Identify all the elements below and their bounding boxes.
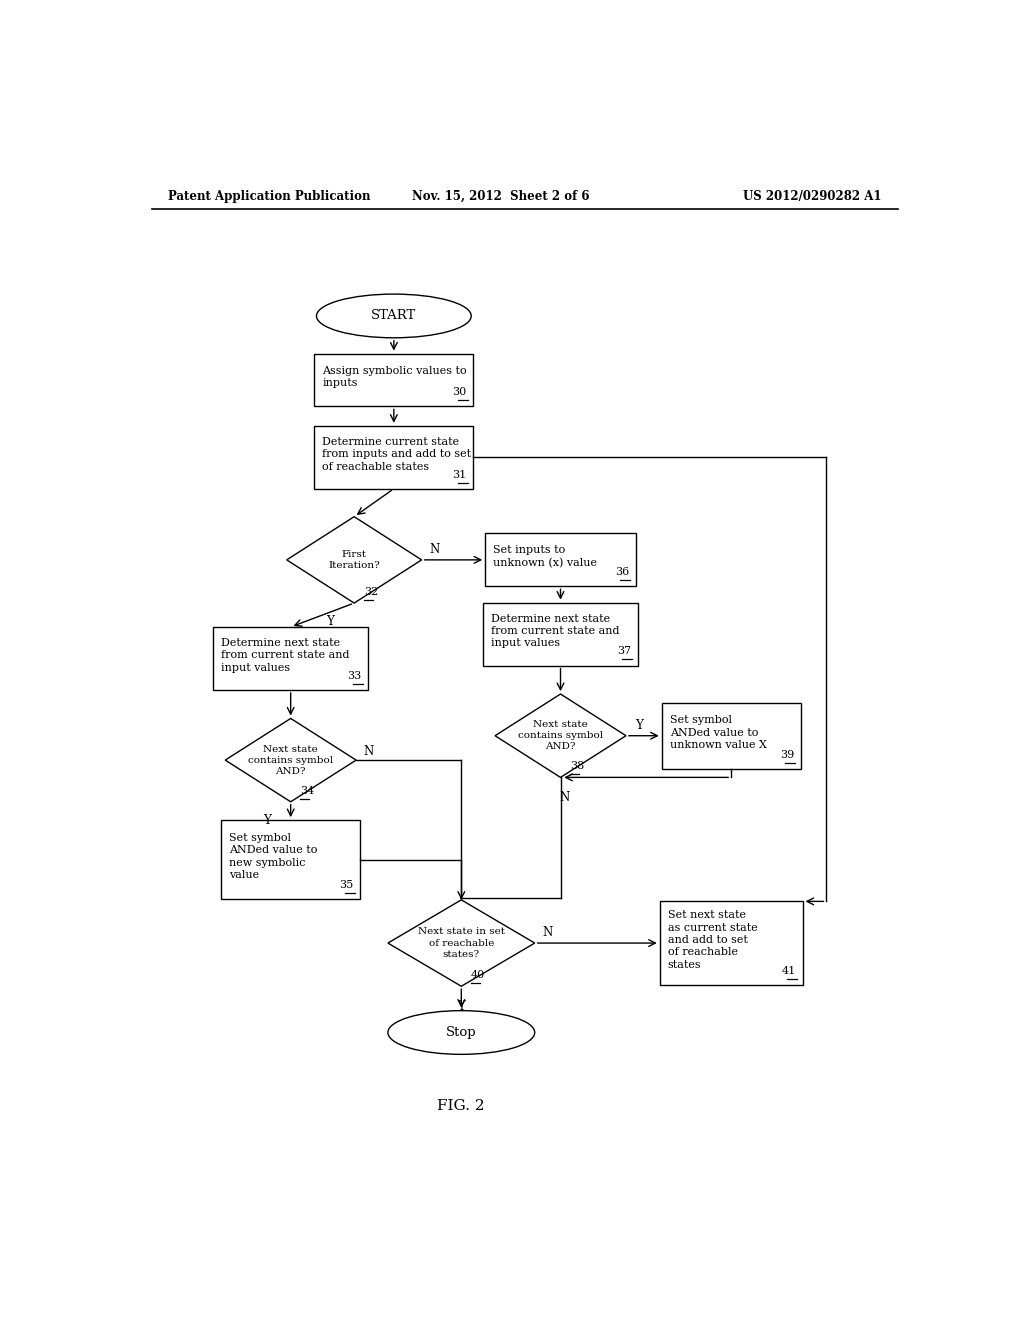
Text: 36: 36 — [615, 568, 630, 577]
FancyBboxPatch shape — [485, 533, 636, 586]
Text: 40: 40 — [471, 970, 485, 981]
Text: 30: 30 — [453, 387, 467, 397]
Text: Y: Y — [327, 615, 334, 628]
Text: 37: 37 — [617, 647, 632, 656]
FancyBboxPatch shape — [314, 354, 473, 407]
Text: Next state
contains symbol
AND?: Next state contains symbol AND? — [248, 744, 333, 776]
Text: Set next state
as current state
and add to set
of reachable
states: Set next state as current state and add … — [668, 911, 758, 970]
FancyBboxPatch shape — [483, 602, 638, 665]
Text: START: START — [372, 309, 417, 322]
Text: 39: 39 — [780, 750, 795, 759]
Polygon shape — [287, 516, 422, 603]
Text: US 2012/0290282 A1: US 2012/0290282 A1 — [743, 190, 882, 202]
Text: Assign symbolic values to
inputs: Assign symbolic values to inputs — [323, 366, 467, 388]
FancyBboxPatch shape — [659, 902, 803, 985]
FancyBboxPatch shape — [662, 702, 801, 768]
Polygon shape — [495, 694, 626, 777]
Text: Determine next state
from current state and
input values: Determine next state from current state … — [492, 614, 620, 648]
Text: Y: Y — [635, 719, 643, 733]
Text: Nov. 15, 2012  Sheet 2 of 6: Nov. 15, 2012 Sheet 2 of 6 — [413, 190, 590, 202]
FancyBboxPatch shape — [213, 627, 368, 690]
Text: 31: 31 — [453, 470, 467, 479]
Text: N: N — [364, 746, 374, 759]
Text: 34: 34 — [300, 785, 314, 796]
FancyBboxPatch shape — [221, 820, 360, 899]
Text: 38: 38 — [570, 762, 585, 771]
Text: N: N — [429, 544, 439, 556]
Text: N: N — [559, 791, 569, 804]
Text: 35: 35 — [340, 880, 353, 890]
Text: Set inputs to
unknown (x) value: Set inputs to unknown (x) value — [494, 545, 597, 568]
Text: Next state in set
of reachable
states?: Next state in set of reachable states? — [418, 928, 505, 958]
Text: Y: Y — [458, 1001, 465, 1012]
Text: First
Iteration?: First Iteration? — [329, 550, 380, 570]
Text: N: N — [543, 927, 553, 940]
Text: FIG. 2: FIG. 2 — [437, 1098, 485, 1113]
Text: Next state
contains symbol
AND?: Next state contains symbol AND? — [518, 721, 603, 751]
Polygon shape — [388, 900, 535, 986]
Text: Y: Y — [263, 813, 270, 826]
Text: Set symbol
ANDed value to
new symbolic
value: Set symbol ANDed value to new symbolic v… — [229, 833, 317, 880]
Text: Stop: Stop — [446, 1026, 476, 1039]
Text: Set symbol
ANDed value to
unknown value X: Set symbol ANDed value to unknown value … — [670, 715, 767, 750]
Text: 41: 41 — [782, 966, 797, 975]
Text: 33: 33 — [347, 671, 361, 681]
FancyBboxPatch shape — [314, 426, 473, 488]
Text: 32: 32 — [364, 587, 378, 597]
Ellipse shape — [316, 294, 471, 338]
Ellipse shape — [388, 1011, 535, 1055]
Polygon shape — [225, 718, 356, 801]
Text: Determine next state
from current state and
input values: Determine next state from current state … — [221, 638, 350, 673]
Text: Patent Application Publication: Patent Application Publication — [168, 190, 371, 202]
Text: Determine current state
from inputs and add to set
of reachable states: Determine current state from inputs and … — [323, 437, 472, 471]
